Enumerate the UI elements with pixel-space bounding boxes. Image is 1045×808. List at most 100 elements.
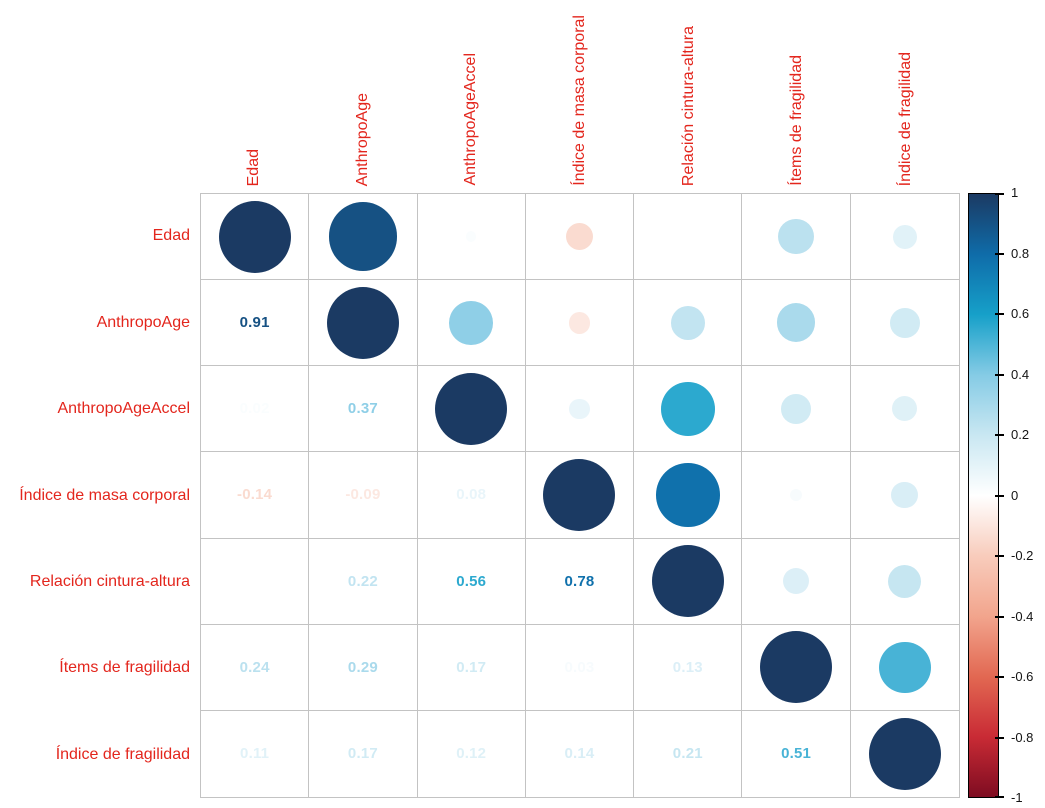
matrix-cell: -0.14 bbox=[201, 452, 310, 539]
colorbar-tick-label: 0.8 bbox=[1011, 245, 1030, 261]
matrix-cell bbox=[850, 194, 959, 281]
column-label: Relación cintura-altura bbox=[679, 25, 697, 186]
colorbar-tick-mark bbox=[995, 434, 1004, 436]
correlation-circle bbox=[891, 481, 919, 509]
matrix-cell: 0.13 bbox=[634, 624, 743, 711]
row-label: Ítems de fragilidad bbox=[59, 659, 190, 677]
correlation-circle bbox=[670, 305, 705, 340]
correlation-value: 0.22 bbox=[347, 572, 378, 590]
correlation-value: 0.11 bbox=[240, 745, 270, 763]
correlation-circle bbox=[655, 463, 720, 527]
colorbar-gradient bbox=[968, 193, 999, 798]
correlation-circle bbox=[879, 641, 931, 693]
matrix-cell: 0.51 bbox=[742, 710, 851, 797]
matrix-cell: 0.17 bbox=[417, 624, 526, 711]
matrix-cell bbox=[742, 624, 851, 711]
correlation-circle bbox=[760, 631, 833, 704]
correlation-value: 0.56 bbox=[456, 572, 487, 590]
correlation-value: 0.24 bbox=[239, 658, 270, 676]
matrix-cell bbox=[525, 280, 635, 367]
matrix-cell bbox=[850, 280, 959, 367]
matrix-cell bbox=[309, 280, 418, 367]
correlation-value: 0.37 bbox=[347, 400, 378, 418]
matrix-cell bbox=[201, 538, 310, 625]
column-label: Índice de masa corporal bbox=[571, 15, 588, 186]
colorbar-tick-label: -1 bbox=[1011, 790, 1023, 805]
colorbar-tick-label: -0.2 bbox=[1011, 548, 1034, 563]
correlation-value: 0.14 bbox=[564, 745, 595, 763]
correlation-circle bbox=[566, 223, 593, 251]
matrix-cell bbox=[417, 194, 526, 281]
correlation-value: -0.09 bbox=[345, 486, 381, 504]
row-label: Edad bbox=[152, 227, 190, 245]
colorbar-tick-mark bbox=[995, 252, 1004, 255]
matrix-cell bbox=[525, 366, 635, 453]
matrix-cell bbox=[309, 194, 418, 281]
correlation-circle bbox=[892, 224, 917, 249]
matrix-cell: 0.11 bbox=[201, 710, 310, 797]
correlation-circle bbox=[218, 200, 291, 273]
correlation-circle bbox=[892, 396, 918, 422]
correlation-value: 0.17 bbox=[456, 658, 487, 676]
correlation-circle bbox=[326, 286, 399, 359]
column-label-wrap: Edad bbox=[243, 0, 265, 186]
matrix-cell bbox=[525, 452, 635, 539]
matrix-cell: 0.21 bbox=[634, 710, 743, 797]
correlation-circle bbox=[569, 398, 590, 420]
colorbar: 1 0.8 0.6 0.4 0.2 0 -0.2 -0.4 -0.6 -0.8 -1 bbox=[968, 185, 1045, 805]
correlation-value: 0.17 bbox=[347, 745, 378, 763]
colorbar-tick-mark bbox=[995, 494, 1004, 497]
correlation-circle bbox=[868, 717, 941, 790]
correlation-value: 0.29 bbox=[347, 658, 378, 676]
correlation-circle bbox=[888, 564, 922, 598]
column-label: Edad bbox=[245, 148, 263, 186]
matrix-cell: 0.91 bbox=[201, 280, 310, 367]
correlation-circle bbox=[651, 545, 724, 618]
matrix-cell: 0.14 bbox=[526, 710, 635, 797]
matrix-cell: 0.02 bbox=[201, 366, 310, 453]
column-label-wrap: Ítems de fragilidad bbox=[786, 0, 808, 186]
row-label: AnthropoAge bbox=[96, 313, 190, 331]
correlation-value: 0.78 bbox=[564, 572, 595, 590]
column-label-wrap: AnthropoAge bbox=[352, 0, 374, 186]
column-label: Índice de fragilidad bbox=[896, 51, 914, 186]
matrix-cell: 0.03 bbox=[525, 624, 635, 711]
colorbar-tick-mark bbox=[995, 736, 1004, 739]
colorbar-tick-label: 0.6 bbox=[1011, 306, 1030, 321]
correlation-circle bbox=[778, 218, 814, 255]
correlation-value: 0.08 bbox=[456, 486, 487, 504]
correlation-circle bbox=[568, 311, 591, 334]
colorbar-tick-label: -0.6 bbox=[1011, 669, 1034, 684]
colorbar-tick-mark bbox=[995, 676, 1004, 678]
matrix-cell bbox=[634, 194, 743, 281]
matrix-cell bbox=[850, 452, 959, 539]
colorbar-tick-mark bbox=[995, 615, 1004, 618]
correlation-circle bbox=[890, 307, 920, 338]
colorbar-tick-label: -0.4 bbox=[1011, 608, 1034, 624]
correlation-circle bbox=[466, 231, 477, 242]
correlation-value: 0.91 bbox=[239, 314, 270, 332]
colorbar-tick-label: 0 bbox=[1011, 487, 1019, 503]
colorbar-tick-label: 1 bbox=[1011, 185, 1019, 200]
correlation-value: 0.13 bbox=[672, 658, 703, 676]
matrix-cell bbox=[742, 366, 851, 453]
column-label: AnthropoAgeAccel bbox=[462, 53, 480, 186]
correlation-value: 0.12 bbox=[456, 745, 487, 763]
matrix-cell bbox=[851, 711, 959, 797]
matrix-cell bbox=[525, 194, 635, 281]
colorbar-tick-label: -0.8 bbox=[1011, 729, 1034, 745]
matrix-cell bbox=[742, 280, 851, 367]
colorbar-tick-mark bbox=[995, 193, 1004, 195]
correlation-circle bbox=[660, 381, 715, 436]
matrix-cell bbox=[742, 538, 851, 625]
matrix-cell bbox=[742, 452, 851, 539]
matrix-cell: 0.29 bbox=[309, 624, 418, 711]
matrix-cell bbox=[850, 366, 959, 453]
correlation-circle bbox=[783, 568, 810, 595]
matrix-cell: 0.12 bbox=[418, 710, 526, 797]
matrix-cell: 0.24 bbox=[201, 624, 310, 711]
matrix-cell bbox=[201, 194, 310, 281]
matrix-cell bbox=[850, 625, 959, 711]
correlation-value: -0.14 bbox=[237, 486, 273, 504]
